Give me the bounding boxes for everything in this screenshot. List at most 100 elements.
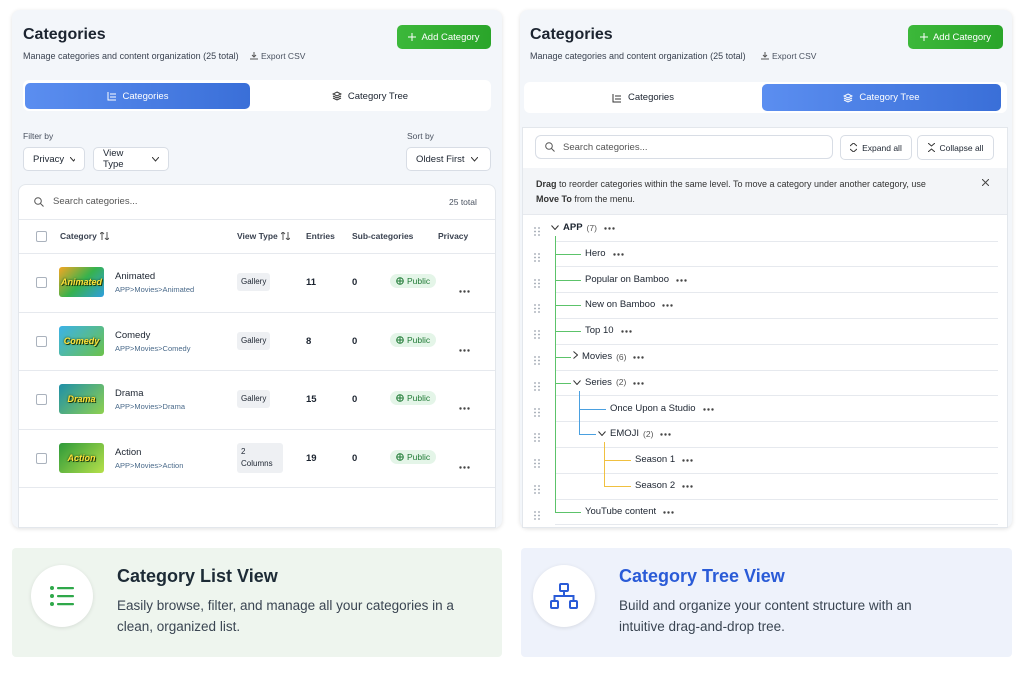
view-type-pill: Gallery <box>237 331 271 350</box>
tab[interactable]: Categories <box>526 84 760 111</box>
tree-node[interactable]: APP (7) <box>551 222 615 233</box>
drag-handle[interactable] <box>534 352 540 370</box>
tree-connector <box>555 382 571 384</box>
tree-node[interactable]: YouTube content <box>585 506 674 517</box>
add-category-button[interactable]: Add Category <box>908 25 1003 49</box>
divider <box>19 428 495 430</box>
node-menu[interactable] <box>682 480 693 491</box>
feature-card <box>12 548 502 657</box>
node-menu[interactable] <box>633 351 645 362</box>
banner-text: Drag to reorder categories within the sa… <box>536 177 936 207</box>
node-menu[interactable] <box>660 428 672 439</box>
table-search[interactable]: Search categories... <box>34 196 138 207</box>
category-path: APP>Movies>Comedy <box>115 343 191 353</box>
drag-handle[interactable] <box>534 429 540 447</box>
total-count: 25 total <box>449 197 477 207</box>
header-label: View Type <box>237 231 278 241</box>
tree-node[interactable]: Top 10 <box>585 325 632 336</box>
privacy-pill: Public <box>390 449 437 464</box>
tab-active[interactable]: Category Tree <box>762 84 1001 111</box>
thumbnail: Comedy <box>59 325 104 356</box>
feature-card <box>521 548 1012 657</box>
drag-handle[interactable] <box>534 300 540 318</box>
node-menu[interactable] <box>702 403 714 414</box>
divider <box>555 317 998 319</box>
drag-handle[interactable] <box>534 223 540 241</box>
divider <box>555 472 998 474</box>
drag-handle[interactable] <box>534 507 540 525</box>
drag-handle[interactable] <box>534 404 540 422</box>
tree-node[interactable]: Movies (6) <box>573 351 645 362</box>
node-count: (2) <box>643 428 654 439</box>
tree-node[interactable]: Season 1 <box>635 454 693 465</box>
tree-node[interactable]: Season 2 <box>635 480 693 491</box>
node-menu[interactable] <box>663 506 674 517</box>
row-checkbox[interactable] <box>36 277 47 288</box>
add-category-button[interactable]: Add Category <box>397 25 491 49</box>
collapse-all-button[interactable]: Collapse all <box>917 135 994 160</box>
node-menu[interactable] <box>682 454 693 465</box>
entries: 15 <box>306 394 317 405</box>
privacy-filter[interactable]: Privacy <box>23 147 85 171</box>
node-label: APP <box>563 222 583 233</box>
thumbnail: Action <box>59 442 104 473</box>
tree-connector <box>555 357 571 358</box>
drag-handle[interactable] <box>534 275 540 293</box>
row-menu[interactable] <box>459 280 470 298</box>
row-menu[interactable] <box>459 456 470 474</box>
privacy-label: Public <box>407 451 431 462</box>
export-link[interactable]: Export CSV <box>761 51 816 61</box>
divider <box>555 524 998 526</box>
node-menu[interactable] <box>604 222 615 233</box>
button-label: Add Category <box>932 31 992 43</box>
tab-label: Category Tree <box>347 90 409 102</box>
tree-search[interactable]: Search categories... <box>535 135 833 159</box>
expand-all-button[interactable]: Expand all <box>840 135 912 160</box>
tab[interactable]: Category Tree <box>255 83 485 109</box>
node-menu[interactable] <box>612 248 624 259</box>
row-menu[interactable] <box>459 339 470 357</box>
column-header[interactable]: View Type <box>237 231 290 241</box>
category-name: Drama <box>115 388 144 399</box>
node-menu[interactable] <box>662 299 673 310</box>
node-label: Season 1 <box>635 454 676 466</box>
tree-connector <box>555 279 581 281</box>
privacy-label: Public <box>407 393 431 403</box>
tree-node[interactable]: Series (2) <box>573 377 645 388</box>
view-type-pill: Gallery <box>237 273 271 291</box>
column-header[interactable]: Category <box>60 231 109 241</box>
tree-node[interactable]: Popular on Bamboo <box>585 274 687 285</box>
drag-handle[interactable] <box>534 326 540 344</box>
privacy-pill: Public <box>390 391 437 405</box>
row-checkbox[interactable] <box>36 335 47 347</box>
button-label: Collapse all <box>939 142 984 153</box>
category-name: Animated <box>115 271 156 282</box>
node-menu[interactable] <box>676 274 687 285</box>
drag-handle[interactable] <box>534 455 540 473</box>
row-checkbox[interactable] <box>36 452 47 464</box>
row-menu[interactable] <box>459 397 470 415</box>
drag-handle[interactable] <box>534 378 540 396</box>
tree-node[interactable]: EMOJI (2) <box>598 428 672 439</box>
node-menu[interactable] <box>633 377 645 388</box>
drag-handle[interactable] <box>534 481 540 499</box>
tab-active[interactable]: Categories <box>25 83 250 109</box>
tree-connector <box>604 460 631 462</box>
view-type-filter[interactable]: View Type <box>93 147 169 171</box>
sort-dropdown[interactable]: Oldest First <box>406 147 491 171</box>
export-link[interactable]: Export CSV <box>250 51 305 61</box>
node-label: Hero <box>585 247 606 259</box>
row-checkbox[interactable] <box>36 394 47 405</box>
entries: 8 <box>306 335 312 347</box>
select-all-checkbox[interactable] <box>36 231 47 242</box>
tree-node[interactable]: Once Upon a Studio <box>610 403 714 414</box>
tree-node[interactable]: New on Bamboo <box>585 299 673 310</box>
tree-node[interactable]: Hero <box>585 248 624 259</box>
sub-categories: 0 <box>352 335 358 347</box>
node-menu[interactable] <box>620 325 632 336</box>
node-count: (7) <box>586 222 597 233</box>
panel-subtitle: Manage categories and content organizati… <box>530 51 746 61</box>
banner-close[interactable] <box>982 179 989 186</box>
node-count: (2) <box>615 377 627 388</box>
drag-handle[interactable] <box>534 249 540 267</box>
